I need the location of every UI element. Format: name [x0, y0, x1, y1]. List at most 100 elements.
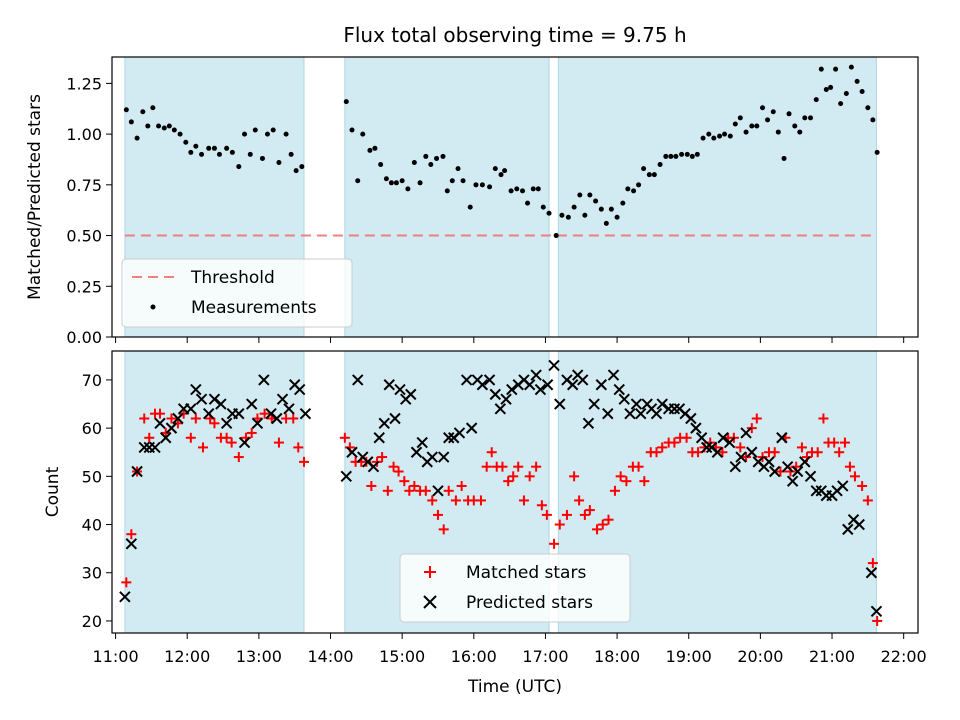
predicted-point [506, 383, 518, 396]
x-tick-label: 12:00 [164, 647, 210, 666]
predicted-point [711, 446, 724, 458]
matched-point [450, 495, 461, 506]
matched-point [657, 442, 668, 453]
matched-point [377, 452, 388, 463]
measurement-point [343, 99, 349, 105]
predicted-point [746, 446, 758, 458]
matched-point [862, 495, 873, 506]
figure-title: Flux total observing time = 9.75 h [343, 23, 686, 47]
measurement-point [571, 204, 577, 210]
matched-point [503, 476, 514, 487]
matched-point [273, 437, 284, 448]
matched-point [867, 558, 878, 569]
measurement-point [802, 115, 808, 121]
matched-point [796, 442, 807, 453]
measurement-point [865, 105, 871, 111]
top-window-band-2 [557, 56, 877, 338]
predicted-point [735, 451, 747, 463]
measurement-point [288, 151, 294, 157]
bottom-y-axis-label: Count [43, 466, 63, 517]
matched-point [769, 447, 780, 458]
matched-point [603, 514, 614, 525]
bottom-y-tick-label: 40 [82, 516, 102, 535]
matched-point [554, 519, 565, 530]
predicted-point [172, 412, 184, 425]
measurement-point [428, 162, 434, 168]
measurement-point [553, 233, 559, 239]
predicted-point [489, 388, 502, 401]
matched-point [584, 505, 595, 516]
matched-point [751, 413, 762, 424]
predicted-point [523, 379, 536, 391]
matched-point [609, 485, 620, 496]
predicted-point [483, 374, 496, 386]
measurement-point [765, 117, 771, 123]
measurement-point [177, 131, 183, 137]
predicted-point [294, 383, 306, 396]
predicted-point [837, 480, 849, 492]
measurement-point [216, 151, 222, 157]
matched-point [844, 461, 855, 472]
predicted-point [465, 422, 478, 434]
measurement-point [252, 127, 258, 133]
measurement-point [668, 153, 674, 159]
predicted-point [554, 398, 566, 410]
measurement-point [608, 206, 614, 212]
matched-point [497, 461, 508, 472]
measurement-point [646, 172, 652, 178]
predicted-point [410, 446, 423, 458]
measurement-point [293, 168, 299, 174]
matched-point [427, 495, 438, 506]
predicted-point [769, 465, 781, 478]
predicted-point [717, 432, 729, 444]
predicted-point [781, 460, 794, 473]
predicted-point [729, 460, 742, 473]
bottom-y-tick-label: 20 [82, 612, 102, 631]
top-y-tick-label: 0.50 [66, 227, 102, 246]
measurement-point [166, 123, 172, 129]
matched-point [681, 432, 692, 443]
top-y-tick-label: 0.25 [66, 277, 102, 296]
measurement-point [673, 153, 679, 159]
measurement-point [492, 166, 498, 172]
predicted-point [443, 432, 455, 444]
predicted-point [238, 436, 251, 449]
top-panel: 0.00 0.25 0.50 0.75 1.00 1.25 Matched/Predict… [25, 56, 919, 347]
predicted-point [810, 485, 822, 497]
x-tick-label: 17:00 [522, 647, 568, 666]
measurement-point [854, 78, 860, 84]
x-tick-label: 11:00 [93, 647, 139, 666]
predicted-point [131, 465, 143, 478]
predicted-point [149, 441, 161, 454]
matched-point [233, 452, 244, 463]
predicted-point [276, 393, 289, 405]
measurement-point [520, 188, 526, 194]
top-y-tick-label: 0.00 [66, 328, 102, 347]
measurement-point [843, 91, 849, 97]
predicted-point [352, 374, 364, 386]
top-legend-box [121, 258, 353, 328]
measurement-point [299, 164, 305, 170]
bottom-y-tick-label: 70 [82, 371, 102, 390]
measurement-point [349, 127, 355, 133]
matched-point [221, 432, 232, 443]
measurement-point [781, 155, 787, 161]
matched-point [849, 471, 860, 482]
matched-point [121, 577, 132, 588]
matched-point [197, 442, 208, 453]
measurement-point [236, 164, 242, 170]
top-x-ticks [115, 337, 905, 343]
measurement-point [276, 160, 282, 166]
legend-measurements-swatch [150, 304, 156, 310]
predicted-point [389, 412, 401, 425]
bottom-y-ticks: 20 30 40 50 60 70 [82, 371, 112, 631]
matched-point [420, 485, 431, 496]
matched-point [829, 437, 840, 448]
measurement-point [171, 127, 177, 133]
predicted-point [700, 441, 713, 454]
measurement-point [754, 123, 760, 129]
x-tick-label: 20:00 [737, 647, 783, 666]
top-legend: Threshold Measurements [121, 258, 353, 328]
predicted-point [607, 369, 620, 381]
legend-threshold-label: Threshold [190, 268, 275, 288]
